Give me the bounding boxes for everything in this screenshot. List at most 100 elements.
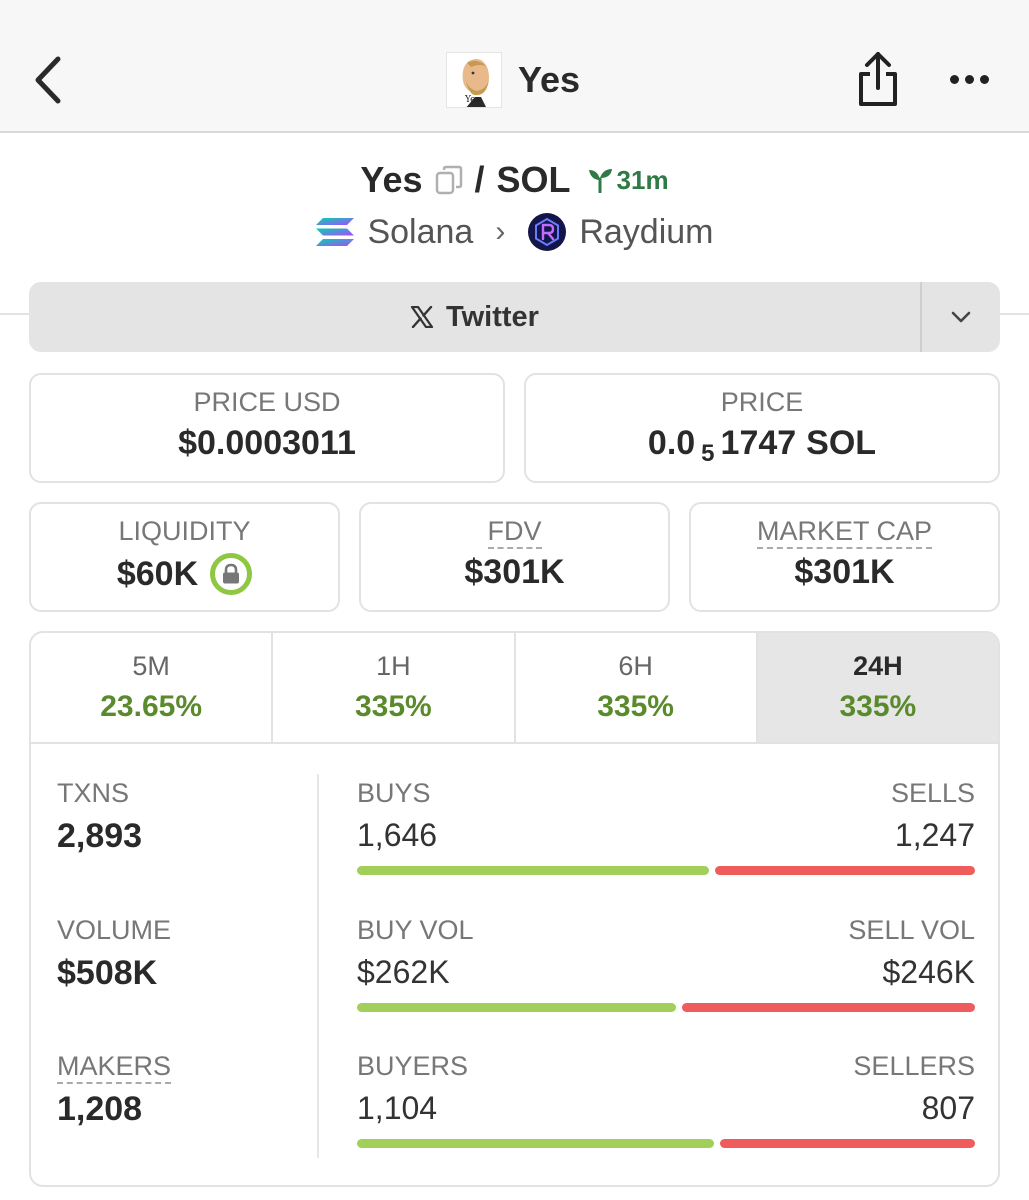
twitter-label: Twitter [446,300,539,333]
share-icon [859,52,897,106]
avatar-caption: Yes. [465,95,483,105]
buyers-value: 1,104 [357,1090,438,1126]
price-prefix: 0.0 [647,424,696,462]
volume-split-row: BUY VOL $262K SELL VOL $246K [357,915,975,1012]
token-avatar: Yes. [446,52,502,108]
copy-icon[interactable] [435,165,463,195]
sellers-label: SELLERS [853,1051,975,1081]
chain-breadcrumb: Solana › Raydium [0,208,1029,256]
makers-metric: MAKERS 1,208 [57,1051,172,1129]
buy-share-bar [357,1003,676,1012]
tab-label: 1H [376,651,411,681]
avatar-image [462,59,489,107]
price-native-card: PRICE 0.0 5 1747 SOL [524,373,1000,483]
tab-change: 335% [597,690,674,723]
pair-age-value: 31m [616,164,669,195]
sell-share-bar [681,1003,975,1012]
chevron-down-icon [951,311,971,323]
pair-base-symbol: Yes [360,159,423,200]
share-button[interactable] [854,50,902,110]
raydium-logo-icon [528,213,567,251]
pair-heading: Yes / SOL 31m [0,156,1029,204]
socials-bar: Twitter [29,282,1000,352]
market-cap-card: MARKET CAP $301K [689,502,1000,612]
buy-vol-label: BUY VOL [357,915,474,945]
fdv-card: FDV $301K [359,502,670,612]
market-cap-value: $301K [794,553,895,591]
stats-panel: 5M 23.65% 1H 335% 6H 335% 24H 335% TXNS … [29,631,1000,1187]
price-unit: SOL [806,424,877,462]
makers-label[interactable]: MAKERS [57,1051,172,1084]
tab-label: 6H [618,651,653,681]
sellers-value: 807 [921,1090,975,1126]
tab-6h[interactable]: 6H 335% [516,633,758,742]
twitter-button[interactable]: Twitter [29,282,920,352]
makers-split-row: BUYERS 1,104 SELLERS 807 [357,1051,975,1148]
price-native-value: 0.0 5 1747 SOL [526,424,998,467]
market-cap-label[interactable]: MARKET CAP [756,516,933,549]
solana-logo-icon [316,218,355,246]
price-zero-count: 5 [701,439,715,467]
makers-value: 1,208 [57,1090,143,1128]
volume-metric: VOLUME $508K [57,915,171,993]
pair-age: 31m [587,165,669,196]
volume-value: $508K [57,954,158,992]
seedling-icon [588,169,612,193]
socials-dropdown-button[interactable] [920,282,1000,352]
tab-1h[interactable]: 1H 335% [273,633,516,742]
top-bar: Yes. Yes [0,0,1029,133]
lock-icon [223,563,240,584]
x-logo-icon [410,306,434,328]
tab-24h[interactable]: 24H 335% [757,633,998,742]
chain-name[interactable]: Solana [367,212,474,251]
txns-label: TXNS [57,778,130,808]
chevron-right-icon: › [495,215,506,248]
back-button[interactable] [28,52,68,108]
buy-share-bar [357,866,709,875]
price-digits: 1747 [720,424,797,462]
txns-value: 2,893 [57,817,143,855]
buyers-label: BUYERS [357,1051,469,1081]
pair-quote-symbol: SOL [496,159,571,200]
token-title: Yes. Yes [446,52,580,108]
tab-change: 335% [355,690,432,723]
liquidity-lock-badge[interactable] [210,553,253,595]
tab-change: 335% [839,690,917,723]
price-usd-label: PRICE USD [193,387,341,417]
liquidity-row: $60K [31,553,338,595]
tab-change: 23.65% [100,690,202,723]
price-usd-value: $0.0003011 [178,424,356,462]
page-title: Yes [518,59,581,100]
tab-label: 5M [132,651,170,681]
tab-label: 24H [853,651,903,681]
sell-share-bar [720,1139,975,1148]
fdv-value: $301K [464,553,565,591]
sells-label: SELLS [890,778,975,808]
buys-label: BUYS [357,778,431,808]
txns-metric: TXNS 2,893 [57,778,142,856]
column-divider [317,774,319,1158]
dex-name[interactable]: Raydium [579,212,714,251]
sell-share-bar [714,866,975,875]
makers-ratio-bar [357,1139,975,1148]
buys-value: 1,646 [357,817,438,853]
volume-ratio-bar [357,1003,975,1012]
sell-vol-label: SELL VOL [848,915,975,945]
buy-share-bar [357,1139,715,1148]
price-native-label: PRICE [720,387,804,417]
pair-separator: / [474,159,485,200]
liquidity-label: LIQUIDITY [118,516,251,546]
more-horizontal-icon [949,74,959,84]
fdv-label[interactable]: FDV [487,516,542,549]
price-usd-card: PRICE USD $0.0003011 [29,373,505,483]
buys-sells-row: BUYS 1,646 SELLS 1,247 [357,778,975,875]
sell-vol-value: $246K [882,954,975,990]
tab-5m[interactable]: 5M 23.65% [31,633,274,742]
volume-label: VOLUME [57,915,172,945]
timeframe-tabs: 5M 23.65% 1H 335% 6H 335% 24H 335% [31,633,998,744]
txns-ratio-bar [357,866,975,875]
sells-value: 1,247 [894,817,975,853]
more-options-button[interactable] [944,64,994,94]
liquidity-value: $60K [116,554,199,593]
chevron-left-icon [35,56,61,104]
